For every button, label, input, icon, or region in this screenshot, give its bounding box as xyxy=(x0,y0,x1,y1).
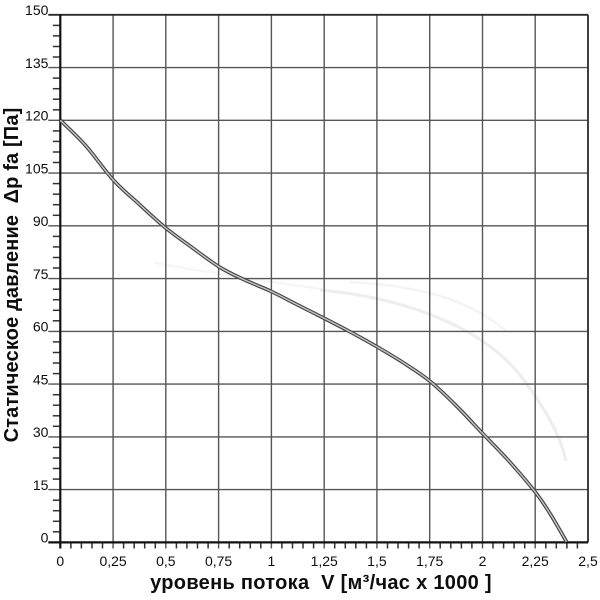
svg-text:2: 2 xyxy=(479,553,487,569)
svg-text:0,25: 0,25 xyxy=(99,553,126,569)
svg-text:0,5: 0,5 xyxy=(156,553,176,569)
svg-text:60: 60 xyxy=(33,319,49,335)
svg-text:45: 45 xyxy=(33,371,49,387)
svg-text:2,5: 2,5 xyxy=(578,553,598,569)
svg-text:0: 0 xyxy=(41,530,49,546)
svg-text:1: 1 xyxy=(268,553,276,569)
svg-text:90: 90 xyxy=(33,213,49,229)
svg-text:1,75: 1,75 xyxy=(416,553,443,569)
svg-text:0: 0 xyxy=(56,553,64,569)
svg-text:30: 30 xyxy=(33,424,49,440)
svg-text:75: 75 xyxy=(33,266,49,282)
svg-text:135: 135 xyxy=(25,55,49,71)
svg-text:120: 120 xyxy=(25,108,49,124)
svg-text:уровень потока V [м³/час x 10: уровень потока V [м³/час x 1000 ] xyxy=(150,572,492,594)
svg-text:1,5: 1,5 xyxy=(367,553,387,569)
svg-text:Статическое давление Δp fa [П: Статическое давление Δp fa [Па] xyxy=(1,108,23,443)
svg-text:2,25: 2,25 xyxy=(522,553,549,569)
svg-text:0,75: 0,75 xyxy=(205,553,232,569)
svg-text:150: 150 xyxy=(25,2,49,18)
svg-text:1,25: 1,25 xyxy=(311,553,338,569)
svg-text:105: 105 xyxy=(25,160,49,176)
svg-text:15: 15 xyxy=(33,477,49,493)
